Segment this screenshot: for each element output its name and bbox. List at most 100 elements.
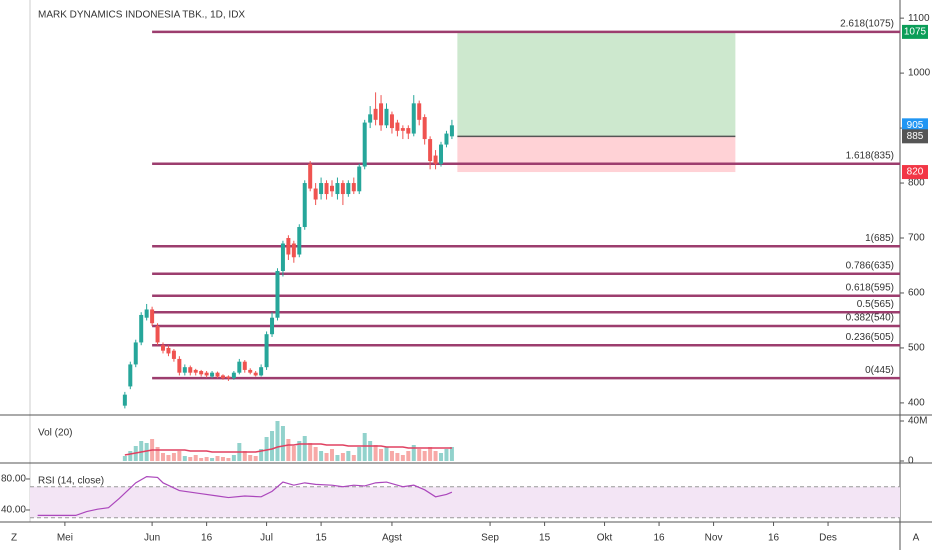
y-tick-label: 800 xyxy=(908,178,925,189)
candle-body xyxy=(226,376,231,379)
candle-body xyxy=(275,270,280,318)
z-button[interactable]: Z xyxy=(11,533,17,544)
volume-bar xyxy=(439,453,444,461)
volume-bar xyxy=(155,447,160,461)
volume-bar xyxy=(411,445,416,461)
candle-body xyxy=(411,103,416,134)
chart-title: MARK DYNAMICS INDONESIA TBK., 1D, IDX xyxy=(38,10,245,21)
candle-body xyxy=(357,166,362,192)
price-label-bg xyxy=(902,129,928,144)
rsi-band xyxy=(30,486,900,518)
candle-body xyxy=(215,372,220,377)
candle-body xyxy=(439,144,444,164)
volume-bar xyxy=(242,451,247,461)
candle-body xyxy=(166,347,171,354)
fib-label: 1(685) xyxy=(865,233,894,244)
x-tick-label: Jul xyxy=(260,533,273,544)
rsi-line xyxy=(37,476,453,517)
x-tick-label: Okt xyxy=(597,533,613,544)
volume-bar xyxy=(177,451,182,461)
candle-body xyxy=(389,114,394,129)
volume-bar xyxy=(302,436,307,461)
candle-body xyxy=(133,342,138,365)
y-tick-label: 400 xyxy=(908,398,925,409)
x-tick-label: Mei xyxy=(57,533,73,544)
x-tick-label: Agst xyxy=(382,533,402,544)
volume-bar xyxy=(313,447,318,461)
candle-body xyxy=(297,227,302,255)
volume-bar xyxy=(395,453,400,461)
candle-body xyxy=(139,314,144,343)
rsi-tick-label: 80.00 xyxy=(1,474,26,485)
volume-bar xyxy=(275,421,280,461)
price-label-bg xyxy=(902,24,928,39)
volume-bar xyxy=(373,445,378,461)
fib-label: 0.786(635) xyxy=(846,260,894,271)
volume-bar xyxy=(422,451,427,461)
volume-bar xyxy=(379,449,384,461)
rsi-tick-label: 40.00 xyxy=(1,505,26,516)
candle-body xyxy=(210,372,215,377)
candle-body xyxy=(177,358,182,373)
volume-bar xyxy=(406,451,411,461)
a-button[interactable]: A xyxy=(913,533,920,544)
volume-tick-label: 40M xyxy=(908,416,927,427)
candle-body xyxy=(384,108,389,126)
price-label-bg xyxy=(902,118,928,133)
volume-bar xyxy=(400,455,405,461)
candle-body xyxy=(406,128,411,134)
candle-body xyxy=(351,183,356,192)
price-label: 1075 xyxy=(904,27,927,38)
x-tick-label: Nov xyxy=(705,533,723,544)
candle-body xyxy=(329,185,334,192)
price-label-bg xyxy=(902,165,928,180)
volume-bar xyxy=(384,447,389,461)
volume-bar xyxy=(259,449,264,461)
fib-label: 0.236(505) xyxy=(846,332,894,343)
volume-bar xyxy=(248,455,253,461)
candle-body xyxy=(248,369,253,373)
candle-body xyxy=(150,309,155,324)
volume-bar xyxy=(449,447,454,461)
candle-body xyxy=(422,117,427,140)
candle-body xyxy=(270,317,275,335)
candle-body xyxy=(346,183,351,195)
candle-body xyxy=(395,122,400,131)
x-tick-label: Sep xyxy=(481,533,499,544)
volume-bar xyxy=(144,443,149,461)
rsi-label: RSI (14, close) xyxy=(38,476,104,487)
volume-bar xyxy=(433,451,438,461)
volume-bar xyxy=(291,446,296,461)
candle-body xyxy=(379,103,384,126)
candle-body xyxy=(280,243,285,271)
volume-bar xyxy=(264,437,269,461)
volume-bar xyxy=(351,455,356,461)
candle-body xyxy=(199,371,204,375)
candle-body xyxy=(188,367,193,373)
fib-label: 0(445) xyxy=(865,365,894,376)
candle-body xyxy=(128,364,133,387)
volume-bar xyxy=(226,458,231,461)
volume-bar xyxy=(253,456,258,461)
volume-bar xyxy=(329,449,334,461)
y-tick-label: 700 xyxy=(908,233,925,244)
y-tick-label: 1000 xyxy=(908,68,931,79)
volume-bar xyxy=(319,451,324,461)
price-label: 820 xyxy=(907,167,924,178)
stop-zone xyxy=(457,136,736,173)
volume-bar xyxy=(346,451,351,461)
volume-bar xyxy=(428,447,433,461)
candle-body xyxy=(161,345,166,351)
volume-bar xyxy=(280,426,285,461)
candle-body xyxy=(259,367,264,376)
volume-bar xyxy=(389,451,394,461)
x-tick-label: 15 xyxy=(316,533,328,544)
candle-body xyxy=(308,163,313,189)
candle-body xyxy=(122,394,127,406)
candle-body xyxy=(237,361,242,373)
candle-body xyxy=(171,350,176,359)
volume-label: Vol (20) xyxy=(38,428,72,439)
x-tick-label: Jun xyxy=(144,533,160,544)
candle-body xyxy=(204,372,209,376)
volume-bar xyxy=(444,449,449,461)
